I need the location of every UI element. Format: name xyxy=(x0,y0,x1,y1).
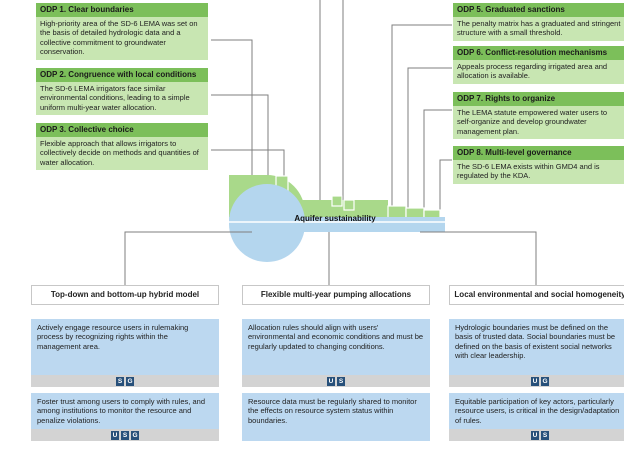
principle-title: ODP 8. Multi-level governance xyxy=(453,146,624,160)
principle-odp1: ODP 1. Clear boundaries High-priority ar… xyxy=(36,3,208,60)
recommendation-card: Resource data must be regularly shared t… xyxy=(242,393,430,441)
tag-badge: S xyxy=(116,376,124,386)
tag-badge: G xyxy=(126,376,134,386)
column-multi-year-allocations: Flexible multi-year pumping allocations … xyxy=(242,285,430,441)
tag-bar: U S G xyxy=(31,429,219,441)
tag-badge: G xyxy=(131,430,139,440)
principle-odp6: ODP 6. Conflict-resolution mechanisms Ap… xyxy=(453,46,624,84)
principle-title: ODP 3. Collective choice xyxy=(36,123,208,137)
tag-bar: S G xyxy=(31,375,219,387)
tag-badge: S xyxy=(541,430,549,440)
column-local-homogeneity: Local environmental and social homogenei… xyxy=(449,285,624,441)
connector-odp6 xyxy=(407,67,452,230)
column-header: Local environmental and social homogenei… xyxy=(449,285,624,305)
principle-body: High-priority area of the SD-6 LEMA was … xyxy=(36,17,208,60)
principle-body: The penalty matrix has a graduated and s… xyxy=(453,17,624,41)
tag-badge: U xyxy=(111,430,119,440)
principle-title: ODP 1. Clear boundaries xyxy=(36,3,208,17)
column-hybrid-model: Top-down and bottom-up hybrid model Acti… xyxy=(31,285,219,441)
connector-col1 xyxy=(124,231,252,288)
tag-badge: G xyxy=(541,376,549,386)
recommendation-card: Equitable participation of key actors, p… xyxy=(449,393,624,429)
principle-body: The LEMA statute empowered water users t… xyxy=(453,106,624,140)
connector-odp1 xyxy=(211,39,253,230)
principle-body: The SD-6 LEMA irrigators face similar en… xyxy=(36,82,208,116)
recommendation-card: Hydrologic boundaries must be defined on… xyxy=(449,319,624,375)
connector-odp5 xyxy=(391,24,452,230)
tag-badge: U xyxy=(531,376,539,386)
column-header: Top-down and bottom-up hybrid model xyxy=(31,285,219,305)
connector-col3 xyxy=(420,231,537,288)
principle-body: Appeals process regarding irrigated area… xyxy=(453,60,624,84)
principle-odp7: ODP 7. Rights to organize The LEMA statu… xyxy=(453,92,624,140)
principle-odp5: ODP 5. Graduated sanctions The penalty m… xyxy=(453,3,624,41)
recommendation-card: Allocation rules should align with users… xyxy=(242,319,430,375)
principle-title: ODP 2. Congruence with local conditions xyxy=(36,68,208,82)
tag-bar: U S xyxy=(242,375,430,387)
principle-body: The SD-6 LEMA exists within GMD4 and is … xyxy=(453,160,624,184)
recommendation-card: Actively engage resource users in rulema… xyxy=(31,319,219,375)
recommendation-card: Foster trust among users to comply with … xyxy=(31,393,219,429)
principle-body: Flexible approach that allows irrigators… xyxy=(36,137,208,171)
principle-odp2: ODP 2. Congruence with local conditions … xyxy=(36,68,208,116)
tag-bar: U S xyxy=(449,429,624,441)
tag-badge: S xyxy=(337,376,345,386)
tag-badge: U xyxy=(531,430,539,440)
principle-title: ODP 7. Rights to organize xyxy=(453,92,624,106)
principle-odp3: ODP 3. Collective choice Flexible approa… xyxy=(36,123,208,171)
principle-title: ODP 6. Conflict-resolution mechanisms xyxy=(453,46,624,60)
connector-odp8 xyxy=(439,159,452,230)
connector-odp7 xyxy=(423,109,452,230)
column-header: Flexible multi-year pumping allocations xyxy=(242,285,430,305)
aquifer-bottom xyxy=(229,184,445,262)
tag-bar: U G xyxy=(449,375,624,387)
aquifer-sustainability-label: Aquifer sustainability xyxy=(294,214,376,223)
tag-badge: U xyxy=(327,376,335,386)
principle-title: ODP 5. Graduated sanctions xyxy=(453,3,624,17)
tag-badge: S xyxy=(121,430,129,440)
principle-odp8: ODP 8. Multi-level governance The SD-6 L… xyxy=(453,146,624,184)
